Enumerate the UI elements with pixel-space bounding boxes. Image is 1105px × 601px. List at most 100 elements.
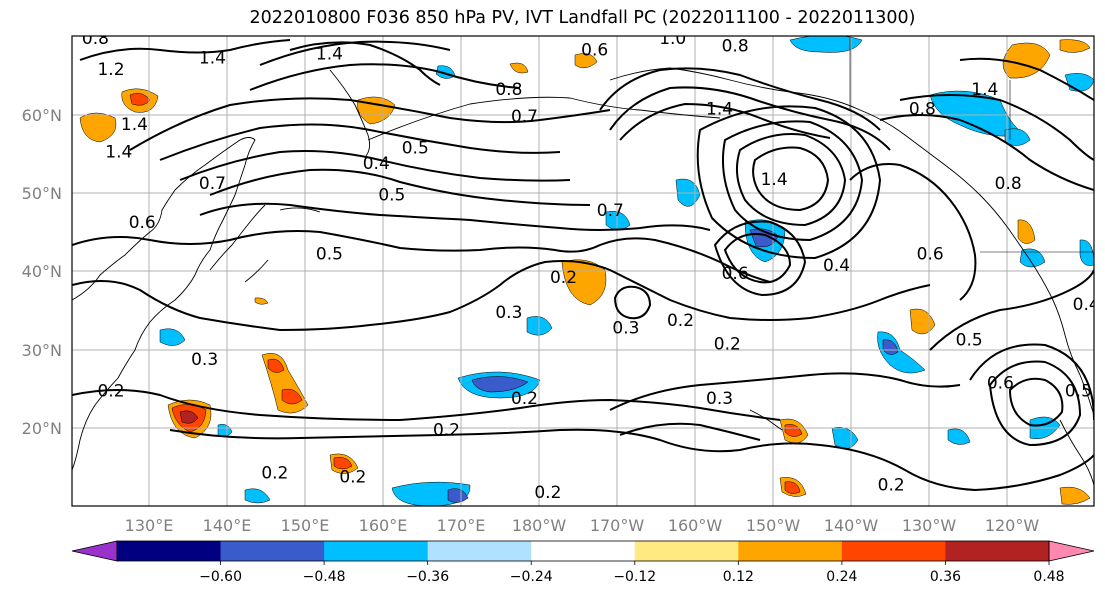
colorbar: −0.60 −0.48 −0.36 −0.24 −0.12 0.12 0.24 0.36 0.4… [71,540,1095,585]
map-plot-area: 1.4 1.4 0.8 1.2 1.4 1.4 0.7 0.6 0.4 0.5 0.5 0.5 0.8 0… [72,29,1100,506]
y-tick-label: 60°N [22,106,62,125]
contour-alaska-1 [599,67,881,131]
colorbar-tick-label: 0.48 [1033,569,1064,585]
colorbar-cells [71,540,1095,562]
contour-hawaii [619,422,761,441]
contour-label: 0.6 [917,244,944,264]
contour-labels: 1.4 1.4 0.8 1.2 1.4 1.4 0.7 0.6 0.4 0.5 0.5 0.5 0.8 0… [82,29,1100,503]
colorbar-cell [220,541,325,561]
colorbar-cell [738,541,843,561]
contour-label: 0.6 [581,41,608,61]
colorbar-cell [945,541,1050,561]
coastline-hawaii [749,409,783,431]
colorbar-tick-label: −0.48 [303,569,346,585]
colorbar-cell [324,541,429,561]
patch-blue [244,488,271,504]
graticule [72,36,1094,506]
contour-low-2 [735,133,847,227]
contour-label: 0.6 [129,213,156,233]
contour-label: 0.2 [511,389,538,409]
contour-label: 0.3 [495,303,522,323]
contour-label: 0.8 [909,99,936,119]
colorbar-cell [427,541,532,561]
patch-red [784,481,801,494]
contour-label: 0.7 [511,107,538,127]
colorbar-tick-label: 0.12 [723,569,754,585]
contour-label: 0.8 [82,29,109,49]
contour-label: 0.3 [191,350,218,370]
contour-east-2 [879,114,1094,191]
contour-label: 0.5 [1065,381,1092,401]
contour-low-5 [723,233,792,284]
contour-label: 1.4 [121,115,148,135]
coastline-kamchatka [329,69,371,157]
contour-label: 0.8 [495,80,522,100]
patch-blue-dark [882,339,899,355]
contour-label: 0.7 [597,201,624,221]
contour-label: 0.2 [878,475,905,495]
contour-label: 1.4 [199,48,226,68]
contour-east-low-3 [969,343,1094,421]
x-tick-label: 160°W [668,516,723,535]
patch-blue [947,428,971,445]
contour-0.2-mid [72,260,931,332]
coastline-alaska [609,67,1094,416]
patch-red [784,424,803,437]
contour-label: 0.3 [612,319,639,339]
contour-label: 1.4 [316,45,343,65]
contour-label: 0.5 [378,186,405,206]
map-frame [71,35,1095,507]
contour-label: 0.2 [667,311,694,331]
x-tick-label: 140°E [203,516,252,535]
x-tick-label: 180°W [512,516,567,535]
contour-1.0 [249,63,521,91]
contour-0.3-ring [613,285,652,320]
x-tick-label: 130°W [902,516,957,535]
colorbar-tick-label: 0.24 [826,569,857,585]
patch-dark-red [179,410,199,424]
contour-0.7 [159,123,561,161]
contour-label: 0.2 [550,268,577,288]
contour-0.2-south [72,389,781,422]
colorbar-tick-label: −0.12 [613,569,656,585]
patch-orange [574,53,598,69]
contour-label: 0.2 [714,334,741,354]
contour-low-4 [696,105,882,260]
contour-east-low-2 [988,360,1082,447]
colorbar-extend-low [71,540,118,562]
colorbar-ticks: −0.60 −0.48 −0.36 −0.24 −0.12 0.12 0.24 0.36 0.4… [199,561,1065,585]
contour-east-1 [849,163,977,301]
contour-alaska-3 [619,102,831,141]
contour-east-0.5 [929,269,1094,351]
contour-label: 0.6 [987,374,1014,394]
coastline-mexico [1059,419,1094,486]
contour-low-3 [722,120,864,242]
contour-east-low-1 [1008,377,1064,427]
x-tick-label: 160°E [359,516,408,535]
x-tick-label: 130°E [125,516,174,535]
colorbar-cell [531,541,636,561]
contour-label: 1.2 [97,60,124,80]
patch-orange [1017,219,1036,244]
contour-label: 0.4 [1073,295,1100,315]
contour-0.2-tropics [169,428,1094,492]
contour-label: 1.4 [105,142,132,162]
y-tick-label: 50°N [22,184,62,203]
patch-blue [605,211,631,231]
colorbar-extend-high [1048,540,1095,562]
patch-blue [1019,248,1046,268]
y-tick-label: 40°N [22,262,62,281]
colorbar-cell [841,541,946,561]
contour-1.2 [259,40,451,66]
contour-label: 0.2 [534,483,561,503]
patch-red [333,457,353,470]
contour-label: 0.7 [199,174,226,194]
contour-label: 1.4 [706,99,733,119]
contour-label: 0.2 [261,464,288,484]
patch-red [129,93,151,106]
contour-east-4 [959,57,1094,101]
colorbar-cell [117,541,222,561]
patch-orange [254,297,269,305]
chart-title: 2022010800 F036 850 hPa PV, IVT Landfall… [249,8,916,28]
